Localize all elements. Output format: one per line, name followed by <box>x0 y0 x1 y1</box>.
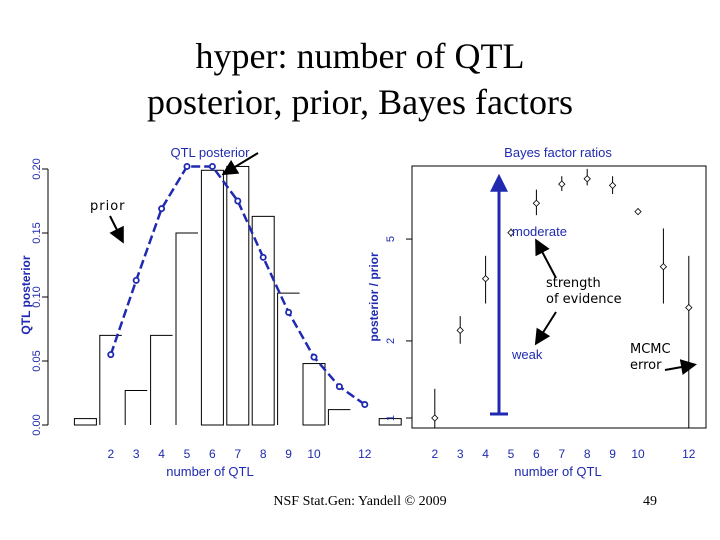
posterior-x-tick-label: 4 <box>158 447 165 461</box>
prior-point <box>208 162 216 170</box>
bayes-factor-title: Bayes factor ratios <box>504 145 612 160</box>
bayes-factor-point <box>507 228 515 237</box>
strength-annotation: strength of evidence <box>546 276 622 308</box>
posterior-bar-step <box>327 409 351 425</box>
bayes-factor-x-tick-label: 12 <box>682 447 696 461</box>
moderate-label: moderate <box>512 224 567 239</box>
posterior-x-tick-label: 2 <box>107 447 114 461</box>
bayes-factor-points <box>431 168 693 428</box>
bayes-factor-y-tick-label: 2 <box>385 338 397 344</box>
prior-point <box>158 205 166 213</box>
posterior-bars <box>73 165 402 426</box>
bayes-factor-point <box>659 263 668 271</box>
bayes-factor-point <box>608 181 617 190</box>
strength-arrow-up <box>535 238 557 279</box>
prior-arrow <box>109 215 124 244</box>
posterior-bar <box>226 165 250 426</box>
posterior-arrow <box>221 152 259 176</box>
posterior-x-tick-label: 3 <box>133 447 140 461</box>
strength-line-2: of evidence <box>546 292 622 307</box>
posterior-bar <box>73 418 97 426</box>
posterior-chart-title: QTL posterior <box>171 145 251 160</box>
posterior-x-label: number of QTL <box>166 464 253 479</box>
bayes-factor-x-tick-label: 5 <box>508 447 515 461</box>
evidence-arrow <box>490 173 508 416</box>
posterior-y-label: QTL posterior <box>19 255 33 334</box>
bayes-factor-x-tick-label: 7 <box>558 447 565 461</box>
prior-point <box>361 401 369 409</box>
strength-arrow-down <box>534 311 557 346</box>
posterior-bar-step <box>277 292 300 425</box>
bayes-factor-point <box>431 414 439 422</box>
bayes-factor-x-tick-label: 8 <box>584 447 591 461</box>
posterior-x-tick-label: 7 <box>234 447 241 461</box>
mcmc-line-2: error <box>630 358 662 373</box>
posterior-y-tick-label: 0.20 <box>31 158 43 179</box>
slide-title-line-2: posterior, prior, Bayes factors <box>147 82 573 122</box>
bayes-factor-x-label: number of QTL <box>514 464 601 479</box>
strength-line-1: strength <box>546 276 601 291</box>
bayes-factor-x-tick-label: 3 <box>457 447 464 461</box>
mcmc-annotation: MCMC error <box>630 342 671 374</box>
prior-annotation: prior <box>90 199 126 214</box>
posterior-bar-step <box>124 389 148 425</box>
bayes-factor-plot-box <box>411 165 707 429</box>
posterior-chart: QTL posterior 0.00 0.05 0.10 0.15 0.20 2 3 4 5 6 7… <box>19 145 402 479</box>
bayes-factor-y-tick-label: 1 <box>385 415 397 421</box>
bayes-factor-point <box>532 199 541 207</box>
prior-point <box>107 351 115 359</box>
posterior-bar-step <box>150 334 173 425</box>
posterior-axes: 0.00 0.05 0.10 0.15 0.20 2 3 4 5 6 7 8 9 10 12 <box>31 158 372 461</box>
footer-credit: NSF Stat.Gen: Yandell © 2009 <box>273 494 447 509</box>
bayes-factor-point <box>481 275 490 283</box>
posterior-y-tick-label: 0.05 <box>31 350 43 371</box>
bayes-factor-point <box>456 326 464 335</box>
posterior-y-tick-label: 0.00 <box>31 414 43 435</box>
bayes-factor-y-label: posterior / prior <box>367 252 381 342</box>
bayes-factor-point <box>558 180 566 188</box>
posterior-x-tick-label: 6 <box>209 447 216 461</box>
prior-point <box>132 276 140 284</box>
posterior-bar <box>378 418 402 426</box>
posterior-x-tick-label: 12 <box>358 447 372 461</box>
prior-point <box>310 353 318 361</box>
prior-point <box>285 308 293 316</box>
posterior-x-tick-label: 5 <box>184 447 191 461</box>
posterior-bar-step <box>175 232 198 425</box>
bayes-factor-x-tick-label: 6 <box>533 447 540 461</box>
prior-point <box>259 253 267 261</box>
bayes-factor-x-tick-label: 2 <box>431 447 438 461</box>
prior-point <box>335 383 343 391</box>
mcmc-line-1: MCMC <box>630 342 671 357</box>
posterior-y-tick-label: 0.15 <box>31 222 43 243</box>
posterior-y-tick-label: 0.10 <box>31 286 43 307</box>
posterior-bar <box>251 215 275 426</box>
prior-point <box>183 162 191 170</box>
page-number: 49 <box>643 494 657 509</box>
bayes-factor-x-tick-label: 9 <box>609 447 616 461</box>
posterior-bar <box>302 363 326 426</box>
bayes-factor-point <box>634 207 642 216</box>
bayes-factor-y-tick-label: 5 <box>385 236 397 242</box>
posterior-x-tick-label: 10 <box>307 447 321 461</box>
bayes-factor-x-tick-label: 10 <box>631 447 645 461</box>
posterior-bar <box>200 169 224 426</box>
weak-label: weak <box>511 347 543 362</box>
bayes-factor-point <box>685 303 693 312</box>
posterior-bar-step <box>99 334 122 425</box>
posterior-x-tick-label: 8 <box>260 447 267 461</box>
slide-title-line-1: hyper: number of QTL <box>195 36 525 76</box>
mcmc-arrow <box>664 359 697 375</box>
bayes-factor-point <box>583 175 591 183</box>
bayes-factor-x-tick-label: 4 <box>482 447 489 461</box>
prior-point <box>234 197 242 205</box>
prior-curve <box>109 165 366 406</box>
posterior-x-tick-label: 9 <box>285 447 292 461</box>
prior-line <box>107 162 369 409</box>
